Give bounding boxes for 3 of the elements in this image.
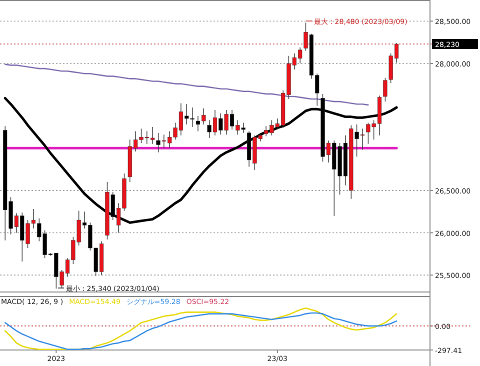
line-series bbox=[4, 96, 398, 224]
candlestick bbox=[383, 78, 388, 102]
line-series bbox=[4, 64, 369, 106]
